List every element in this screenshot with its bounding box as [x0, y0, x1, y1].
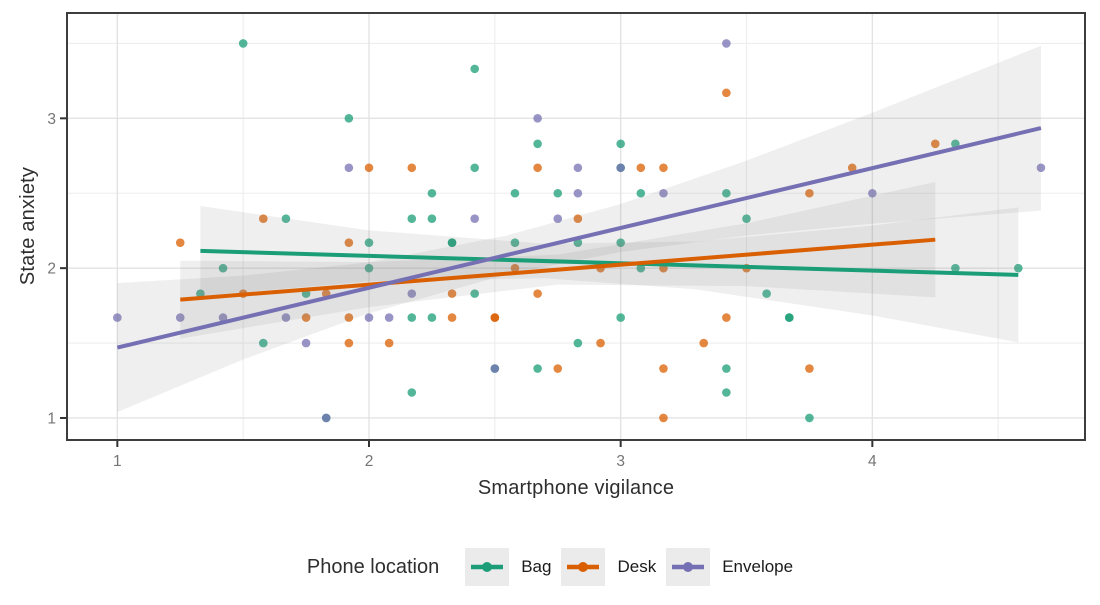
trend-line-dot-icon [471, 562, 504, 572]
x-axis-title: Smartphone vigilance [477, 477, 675, 499]
legend-title: Phone location [306, 555, 440, 578]
points-envelope [113, 39, 1046, 423]
trend-desk [180, 237, 936, 302]
y-tick-label: 3 [47, 111, 56, 128]
legend-label-desk: Desk [617, 557, 657, 576]
legend-label-bag: Bag [521, 557, 552, 576]
legend-item-bag: Bag [465, 548, 551, 586]
ribbon-envelope [117, 45, 1041, 412]
x-tick-label: 2 [365, 453, 374, 470]
legend-item-desk: Desk [561, 548, 656, 586]
legend-key-desk [561, 548, 606, 586]
y-tick-label: 2 [47, 261, 56, 278]
legend-key-bag [465, 548, 510, 586]
trend-line-dot-icon [672, 562, 705, 572]
x-tick-label: 4 [868, 453, 877, 470]
x-tick-label: 3 [616, 453, 625, 470]
y-tick-label: 1 [47, 410, 56, 427]
plot-layers [113, 39, 1046, 423]
ribbon-bag [200, 205, 1019, 343]
legend: Phone location Bag Desk [0, 545, 1100, 589]
x-tick-label: 1 [113, 453, 122, 470]
trend-bag [200, 248, 1019, 277]
legend-key-envelope [666, 548, 711, 586]
axis-ticks: 1 2 3 4 1 2 3 [47, 111, 877, 470]
legend-item-envelope: Envelope [666, 548, 793, 586]
legend-label-envelope: Envelope [722, 557, 794, 576]
y-axis-title: State anxiety [17, 166, 39, 286]
trend-envelope [116, 126, 1042, 350]
points-bag [196, 39, 1023, 423]
panel-border [66, 12, 1086, 441]
trend-line-dot-icon [567, 562, 600, 572]
